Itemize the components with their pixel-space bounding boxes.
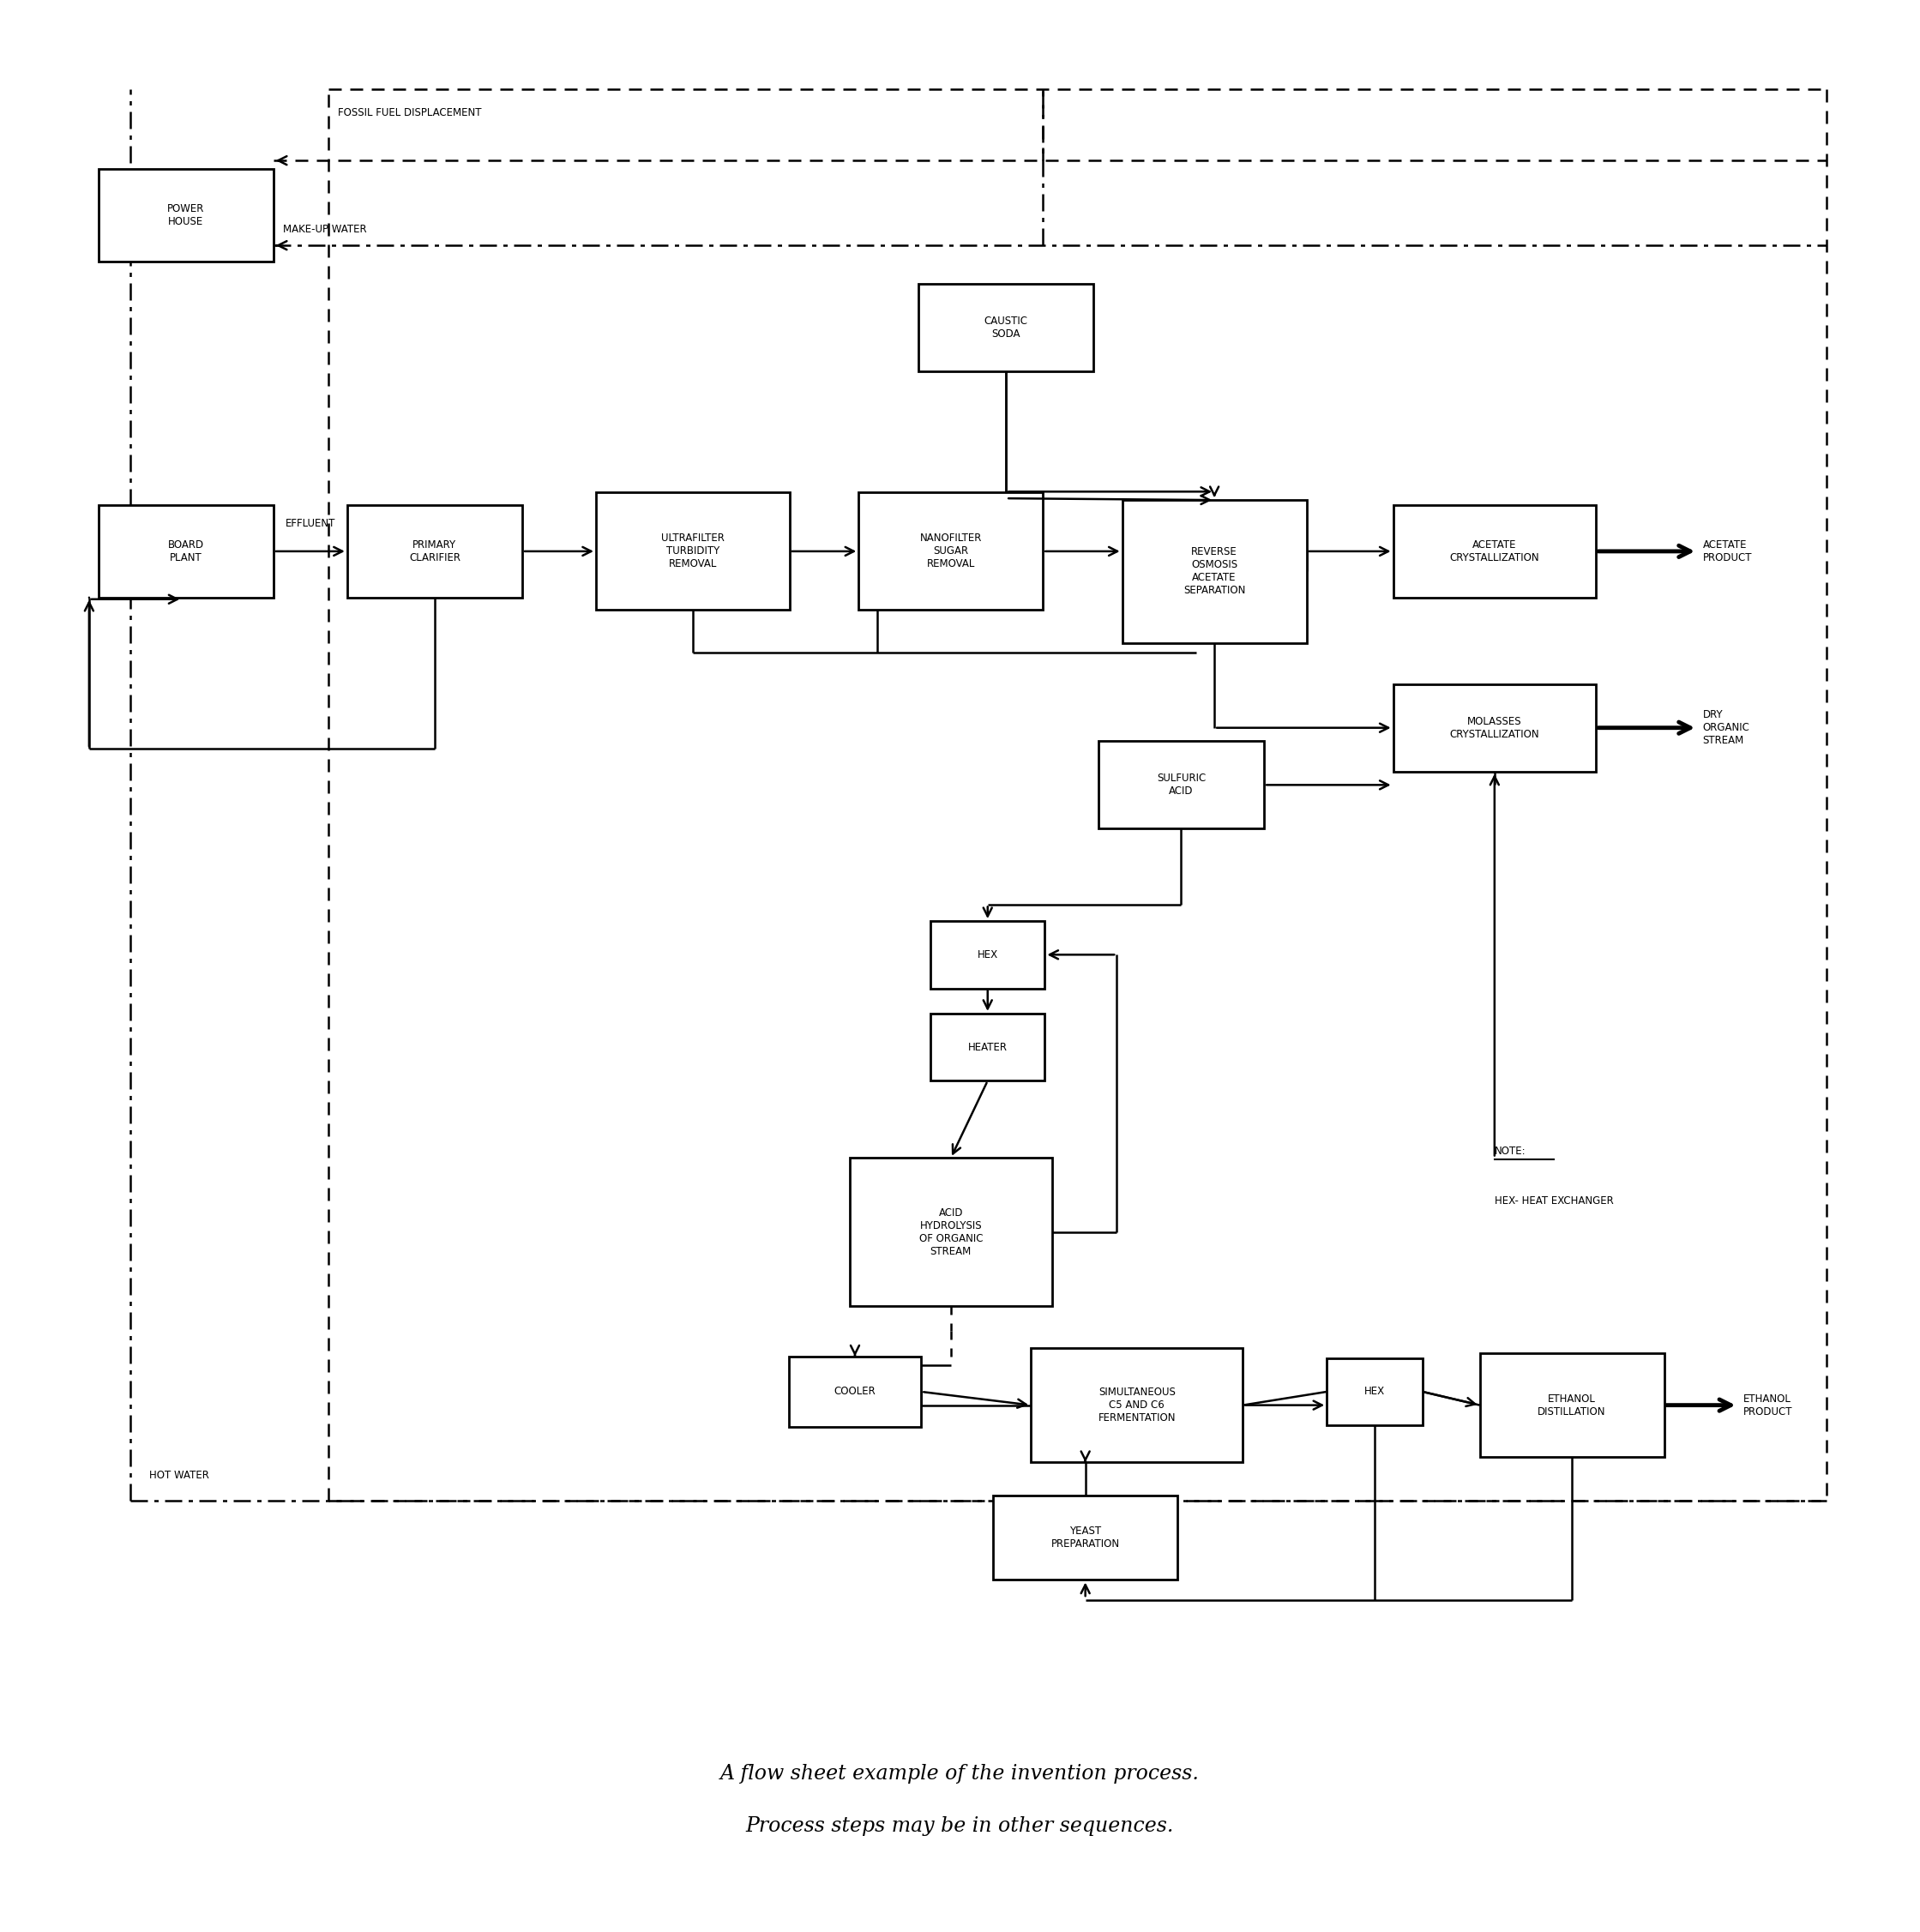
Bar (348, 504, 522, 597)
Text: SIMULTANEOUS
C5 AND C6
FERMENTATION: SIMULTANEOUS C5 AND C6 FERMENTATION (1098, 1387, 1175, 1424)
Bar (931, 922, 1044, 989)
Bar (1480, 1352, 1665, 1457)
Bar (1394, 684, 1596, 771)
Text: ETHANOL
PRODUCT: ETHANOL PRODUCT (1743, 1393, 1793, 1418)
Text: ACETATE
PRODUCT: ACETATE PRODUCT (1703, 539, 1753, 564)
Bar (98, 504, 273, 597)
Bar (1327, 1358, 1423, 1426)
Text: HEX- HEAT EXCHANGER: HEX- HEAT EXCHANGER (1494, 1196, 1613, 1208)
Bar (931, 1014, 1044, 1080)
Bar (1031, 1349, 1242, 1463)
Text: HEX: HEX (977, 949, 998, 960)
Text: NOTE:: NOTE: (1494, 1146, 1526, 1157)
Text: DRY
ORGANIC
STREAM: DRY ORGANIC STREAM (1703, 709, 1749, 746)
Text: COOLER: COOLER (833, 1385, 876, 1397)
Bar (789, 1356, 922, 1428)
Bar (1098, 742, 1263, 829)
Text: REVERSE
OSMOSIS
ACETATE
SEPARATION: REVERSE OSMOSIS ACETATE SEPARATION (1183, 547, 1246, 597)
Text: YEAST
PREPARATION: YEAST PREPARATION (1050, 1526, 1119, 1549)
Text: ACETATE
CRYSTALLIZATION: ACETATE CRYSTALLIZATION (1450, 539, 1540, 564)
Bar (595, 493, 789, 611)
Bar (918, 284, 1094, 371)
Text: MOLASSES
CRYSTALLIZATION: MOLASSES CRYSTALLIZATION (1450, 715, 1540, 740)
Text: PRIMARY
CLARIFIER: PRIMARY CLARIFIER (409, 539, 461, 564)
Text: BOARD
PLANT: BOARD PLANT (167, 539, 204, 564)
Text: FOSSIL FUEL DISPLACEMENT: FOSSIL FUEL DISPLACEMENT (338, 108, 482, 118)
Text: HOT WATER: HOT WATER (150, 1470, 209, 1480)
Bar (98, 168, 273, 261)
Bar (849, 1157, 1052, 1306)
Bar (1394, 504, 1596, 597)
Text: CAUSTIC
SODA: CAUSTIC SODA (985, 315, 1027, 340)
Text: NANOFILTER
SUGAR
REMOVAL: NANOFILTER SUGAR REMOVAL (920, 533, 981, 570)
Text: ETHANOL
DISTILLATION: ETHANOL DISTILLATION (1538, 1393, 1605, 1418)
Text: SULFURIC
ACID: SULFURIC ACID (1156, 773, 1206, 796)
Bar (993, 1495, 1177, 1580)
Text: EFFLUENT: EFFLUENT (286, 518, 336, 529)
Bar (858, 493, 1043, 611)
Text: Process steps may be in other sequences.: Process steps may be in other sequences. (745, 1816, 1175, 1835)
Text: HEATER: HEATER (968, 1041, 1008, 1053)
Text: ULTRAFILTER
TURBIDITY
REMOVAL: ULTRAFILTER TURBIDITY REMOVAL (660, 533, 724, 570)
Text: ACID
HYDROLYSIS
OF ORGANIC
STREAM: ACID HYDROLYSIS OF ORGANIC STREAM (920, 1208, 983, 1258)
Text: POWER
HOUSE: POWER HOUSE (167, 203, 204, 228)
Text: HEX: HEX (1365, 1385, 1384, 1397)
Text: A flow sheet example of the invention process.: A flow sheet example of the invention pr… (720, 1764, 1200, 1783)
Bar (1121, 500, 1306, 643)
Text: MAKE-UP WATER: MAKE-UP WATER (282, 224, 367, 236)
